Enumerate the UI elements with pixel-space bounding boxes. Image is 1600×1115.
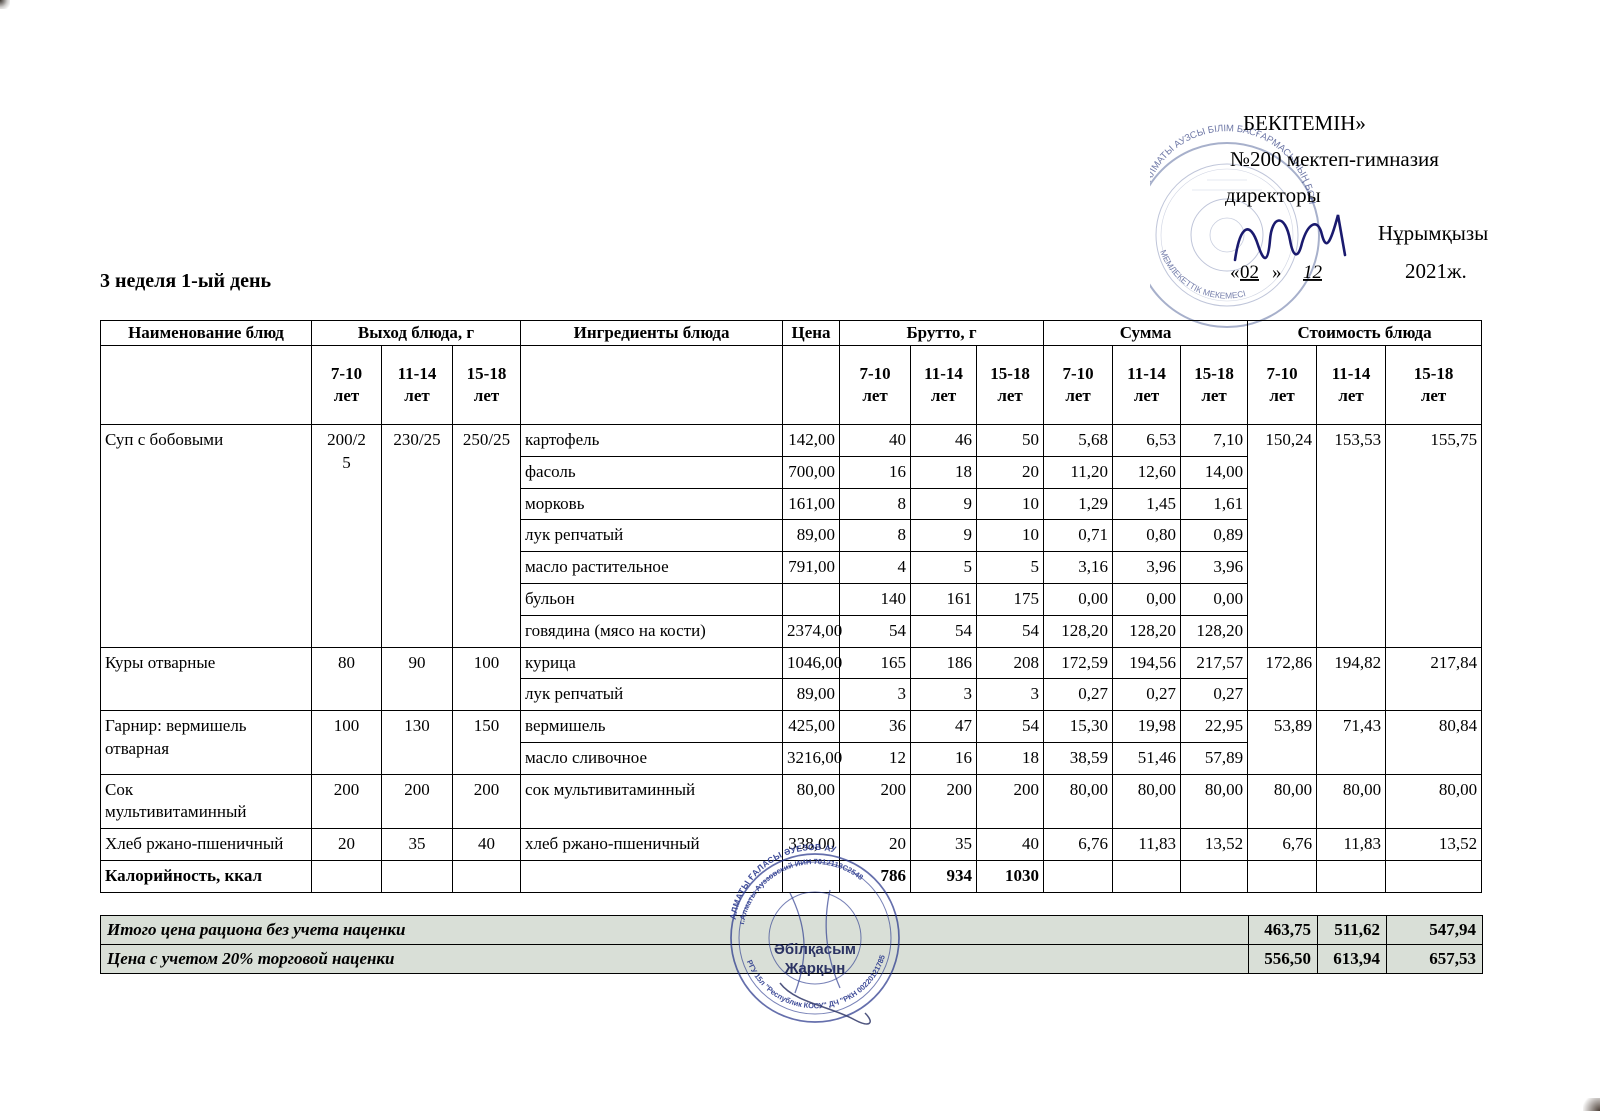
svg-text:»: »	[1272, 262, 1282, 283]
svg-text:директоры: директоры	[1225, 183, 1321, 207]
svg-text:02: 02	[1240, 262, 1259, 283]
svg-text:№200 мектеп-гимназия: №200 мектеп-гимназия	[1230, 147, 1439, 171]
svg-text:«: «	[1230, 262, 1240, 283]
svg-text:Әбілқасым: Әбілқасым	[774, 941, 856, 958]
svg-text:Жарқын: Жарқын	[784, 960, 846, 977]
svg-text:2021ж.: 2021ж.	[1405, 259, 1467, 283]
svg-text:БЕКІТЕМІН»: БЕКІТЕМІН»	[1243, 111, 1366, 135]
svg-text:Нұрымқызы: Нұрымқызы	[1378, 221, 1488, 245]
svg-text:12: 12	[1303, 262, 1323, 283]
